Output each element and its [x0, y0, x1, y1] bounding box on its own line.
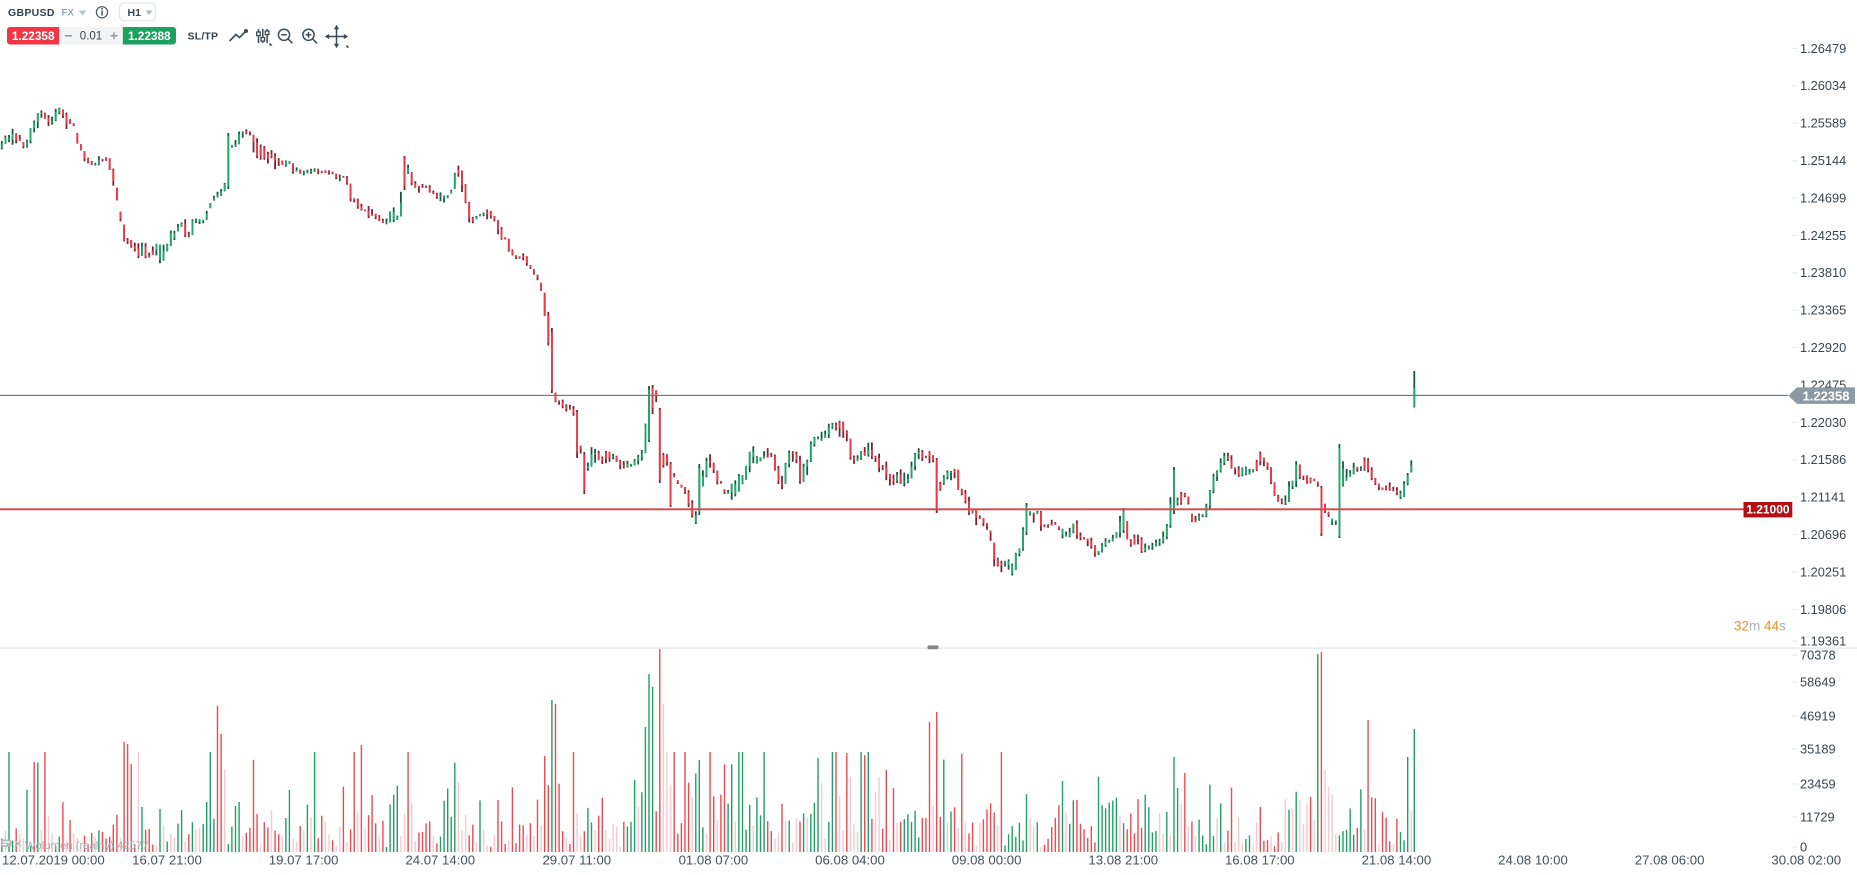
- svg-text:09.08 00:00: 09.08 00:00: [952, 853, 1022, 868]
- svg-text:24.07 14:00: 24.07 14:00: [405, 853, 475, 868]
- svg-text:19.07 17:00: 19.07 17:00: [269, 853, 339, 868]
- svg-text:70378: 70378: [1800, 648, 1836, 663]
- svg-text:11729: 11729: [1800, 809, 1835, 824]
- svg-text:FX: FX: [62, 8, 75, 19]
- svg-text:GBPUSD: GBPUSD: [8, 7, 55, 19]
- svg-text:1.19806: 1.19806: [1800, 602, 1846, 617]
- svg-text:0: 0: [1800, 839, 1807, 854]
- svg-text:1.23810: 1.23810: [1800, 265, 1846, 280]
- svg-text:0.01: 0.01: [80, 31, 102, 43]
- svg-text:1.22920: 1.22920: [1800, 340, 1846, 355]
- svg-text:1.21586: 1.21586: [1800, 452, 1846, 467]
- svg-text:12.07.2019 00:00: 12.07.2019 00:00: [2, 853, 105, 868]
- svg-text:1.20696: 1.20696: [1800, 527, 1846, 542]
- svg-text:1.21141: 1.21141: [1800, 490, 1845, 505]
- svg-text:35189: 35189: [1800, 741, 1836, 756]
- svg-text:1.22358: 1.22358: [1803, 388, 1850, 403]
- svg-text:24.08 10:00: 24.08 10:00: [1498, 853, 1568, 868]
- svg-text:1.21000: 1.21000: [1746, 503, 1790, 517]
- svg-text:01.08 07:00: 01.08 07:00: [679, 853, 749, 868]
- svg-text:1.26479: 1.26479: [1800, 41, 1846, 56]
- svg-text:H1: H1: [128, 7, 142, 19]
- svg-text:23459: 23459: [1800, 776, 1836, 791]
- svg-text:1.26034: 1.26034: [1800, 78, 1846, 93]
- svg-text:30.08 02:00: 30.08 02:00: [1771, 853, 1841, 868]
- svg-text:21.08 14:00: 21.08 14:00: [1362, 853, 1432, 868]
- svg-text:16.08 17:00: 16.08 17:00: [1225, 853, 1295, 868]
- svg-text:1.19361: 1.19361: [1800, 633, 1846, 648]
- svg-text:06.08 04:00: 06.08 04:00: [815, 853, 885, 868]
- svg-text:32m 44s: 32m 44s: [1734, 619, 1786, 634]
- svg-text:1.22030: 1.22030: [1800, 415, 1846, 430]
- svg-text:27.08 06:00: 27.08 06:00: [1635, 853, 1705, 868]
- svg-text:1.24699: 1.24699: [1800, 190, 1846, 205]
- svg-text:16.07 21:00: 16.07 21:00: [132, 853, 202, 868]
- svg-text:46919: 46919: [1800, 708, 1836, 723]
- svg-text:1.22388: 1.22388: [128, 29, 171, 43]
- svg-text:Wolumen (realny) 42577: Wolumen (realny) 42577: [25, 840, 149, 852]
- svg-text:1.22358: 1.22358: [12, 29, 55, 43]
- svg-text:29.07 11:00: 29.07 11:00: [542, 853, 611, 868]
- svg-text:1.25589: 1.25589: [1800, 116, 1846, 131]
- svg-text:1.23365: 1.23365: [1800, 303, 1846, 318]
- svg-text:SL/TP: SL/TP: [188, 31, 219, 43]
- svg-text:58649: 58649: [1800, 674, 1836, 689]
- svg-text:1.24255: 1.24255: [1800, 228, 1846, 243]
- svg-text:13.08 21:00: 13.08 21:00: [1088, 853, 1158, 868]
- svg-text:1.20251: 1.20251: [1800, 564, 1846, 579]
- svg-text:1.25144: 1.25144: [1800, 153, 1846, 168]
